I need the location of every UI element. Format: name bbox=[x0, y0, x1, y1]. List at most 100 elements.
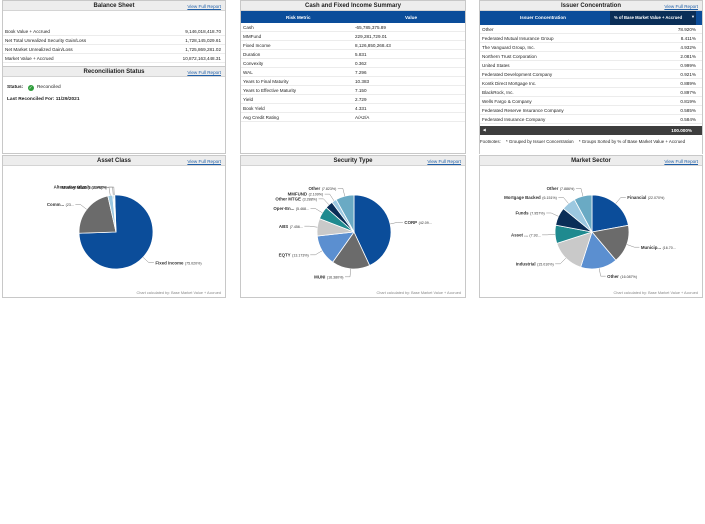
row-label: Federated Mutual Insurance Group bbox=[482, 36, 554, 41]
row-label: Years to Final Maturity bbox=[243, 79, 289, 84]
row-label: Yield bbox=[243, 97, 254, 102]
issuer-col-header[interactable]: Issuer Concentration bbox=[520, 15, 566, 20]
row-value: 0.584% bbox=[680, 117, 696, 122]
pie-slice-label: EQTY (13.173%) bbox=[279, 252, 309, 257]
issuer-total-value: 100.000% bbox=[671, 128, 692, 133]
pie-slice-label: Municip... (16.70... bbox=[641, 245, 676, 250]
market-sector-pie-chart: Financial (22.070%) Municip... (16.70... Oth… bbox=[504, 186, 676, 279]
issuer-row: Federated Mutual Insurance Group 8.411% bbox=[480, 34, 702, 43]
issuer-total-row: ◀ 100.000% bbox=[480, 126, 702, 135]
pie-slice-label: Other (7.886%) bbox=[547, 186, 575, 191]
pie-slice-label: Other (7.823%) bbox=[309, 186, 337, 191]
cash-summary-table-head: Risk Metric Value bbox=[241, 11, 465, 23]
cash-summary-row: Avg Credit Rating A/A2/A bbox=[241, 113, 465, 122]
row-label: Duration bbox=[243, 52, 261, 57]
row-value: 229,281,729.01 bbox=[355, 34, 387, 39]
issuer-table-head: Issuer Concentration % of Base Market Va… bbox=[480, 11, 702, 25]
row-value: 9,146,018,418.70 bbox=[185, 29, 221, 34]
cash-summary-row: Fixed Income 8,126,850,268.43 bbox=[241, 41, 465, 50]
row-value: 1,728,145,029.61 bbox=[185, 38, 221, 43]
row-label: BlackRock, Inc. bbox=[482, 90, 514, 95]
market-sector-view-report-link[interactable]: View Full Report bbox=[664, 158, 698, 164]
cash-summary-row: Years to Final Maturity 10.383 bbox=[241, 77, 465, 86]
row-label: United States bbox=[482, 63, 510, 68]
cash-summary-row: Duration 5.831 bbox=[241, 50, 465, 59]
row-label: Wells Fargo & Company bbox=[482, 99, 532, 104]
pie-slice[interactable] bbox=[335, 194, 355, 233]
row-label: Net Total Unrealized Security Gain/Loss bbox=[5, 38, 87, 43]
issuer-row: Kontk Direct Mortgage Inc. 0.889% bbox=[480, 79, 702, 88]
pie-slice-label: Industrial (15.010%) bbox=[516, 261, 554, 266]
pie-leader-line bbox=[107, 186, 114, 196]
row-value: 7.150 bbox=[355, 88, 367, 93]
value-header[interactable]: Value bbox=[405, 14, 418, 20]
pie-leader-line bbox=[598, 268, 606, 277]
cash-summary-row: Cash -65,785,375.89 bbox=[241, 23, 465, 32]
row-label: WAL bbox=[243, 70, 253, 75]
row-value: 0.585% bbox=[680, 108, 696, 113]
row-value: 2.729 bbox=[355, 97, 367, 102]
row-label: The Vanguard Group, Inc. bbox=[482, 45, 535, 50]
risk-metric-header[interactable]: Risk Metric bbox=[286, 14, 311, 20]
pie-leader-line bbox=[142, 257, 154, 263]
issuer-view-report-link[interactable]: View Full Report bbox=[664, 3, 698, 9]
row-value: 0.889% bbox=[680, 81, 696, 86]
sort-desc-icon[interactable]: ▼ bbox=[691, 14, 695, 19]
row-value: 0.897% bbox=[680, 90, 696, 95]
pie-slice-label: Other MTGE (3.288%) bbox=[275, 196, 317, 201]
status-label: Status: bbox=[7, 85, 24, 90]
pie-slice-label: Oper-En... (5.468... bbox=[273, 206, 309, 211]
row-label: Book Value + Accrued bbox=[5, 29, 50, 34]
pie-leader-line bbox=[108, 186, 115, 196]
issuer-row: Northern Trust Corporation 2.081% bbox=[480, 52, 702, 61]
row-label: Book Yield bbox=[243, 106, 265, 111]
pie-leader-line bbox=[345, 268, 351, 278]
row-value: 2.081% bbox=[680, 54, 696, 59]
row-label: Federated Development Company bbox=[482, 72, 553, 77]
cash-summary-row: Book Yield 4.331 bbox=[241, 104, 465, 113]
cash-summary-title: Cash and Fixed Income Summary bbox=[304, 2, 402, 9]
balance-sheet-title: Balance Sheet bbox=[93, 2, 135, 9]
cash-summary-row: MMFund 229,281,729.01 bbox=[241, 32, 465, 41]
balance-sheet-view-report-link[interactable]: View Full Report bbox=[187, 3, 221, 9]
issuer-row: Other 78.920% bbox=[480, 25, 702, 34]
issuer-title: Issuer Concentration bbox=[560, 2, 621, 9]
row-value: 0.999% bbox=[680, 63, 696, 68]
balance-sheet-row: Net Total Unrealized Security Gain/Loss 1… bbox=[3, 36, 225, 45]
pct-col-header[interactable]: % of Base Market Value + Accrued bbox=[614, 15, 683, 20]
row-value: 10,872,163,448.31 bbox=[182, 56, 221, 61]
row-value: 0.921% bbox=[680, 72, 696, 77]
check-circle-icon: ✓ bbox=[27, 85, 34, 91]
pie-slice-label: Financial (22.070%) bbox=[627, 195, 664, 200]
row-value: -65,785,375.89 bbox=[355, 25, 386, 30]
reconciliation-panel: Reconciliation Status View Full Report S… bbox=[2, 66, 226, 154]
cash-summary-header: Cash and Fixed Income Summary bbox=[241, 1, 465, 11]
security-type-view-report-link[interactable]: View Full Report bbox=[427, 158, 461, 164]
balance-sheet-table: Book Value + Accrued 9,146,018,418.70 Net … bbox=[3, 27, 225, 63]
pie-slice-label: Fixed Income (75.020%) bbox=[155, 260, 201, 265]
balance-sheet-row: Market Value + Accrued 10,872,163,448.31 bbox=[3, 54, 225, 63]
cash-summary-row: WAL 7.296 bbox=[241, 68, 465, 77]
security-type-pie-chart: CORP (42.09... MUNI (16.380%) EQTY (13.173%) A… bbox=[273, 186, 431, 279]
pie-slice-label: ABS (7.456... bbox=[279, 224, 303, 229]
reconciliation-view-report-link[interactable]: View Full Report bbox=[187, 69, 221, 75]
issuer-footnotes: Footnotes: * Grouped by Issuer Concentra… bbox=[480, 139, 685, 144]
asset-class-view-report-link[interactable]: View Full Report bbox=[187, 158, 221, 164]
scroll-left-icon[interactable]: ◀ bbox=[483, 128, 486, 132]
asset-class-header: Asset Class View Full Report bbox=[3, 156, 225, 166]
cash-summary-row: Convexity 0.362 bbox=[241, 59, 465, 68]
balance-sheet-header: Balance Sheet View Full Report bbox=[3, 1, 225, 11]
pie-slice-label: Comm... (23... bbox=[47, 202, 74, 207]
reconciliation-header: Reconciliation Status View Full Report bbox=[3, 67, 225, 77]
asset-class-chart-footnote: Chart calculated by: Base Market Value +… bbox=[136, 291, 221, 295]
pie-slice[interactable] bbox=[591, 194, 629, 233]
row-label: Northern Trust Corporation bbox=[482, 54, 537, 59]
market-sector-chart-footnote: Chart calculated by: Base Market Value +… bbox=[613, 291, 698, 295]
last-reconciled: Last Reconciled For: 11/29/2021 bbox=[7, 97, 80, 102]
pie-slice[interactable] bbox=[353, 194, 392, 267]
row-label: Cash bbox=[243, 25, 254, 30]
issuer-row: The Vanguard Group, Inc. 4.932% bbox=[480, 43, 702, 52]
pie-slice[interactable] bbox=[78, 195, 117, 234]
row-value: 4.331 bbox=[355, 106, 367, 111]
row-label: Federated Reserve Insurance Company bbox=[482, 108, 564, 113]
